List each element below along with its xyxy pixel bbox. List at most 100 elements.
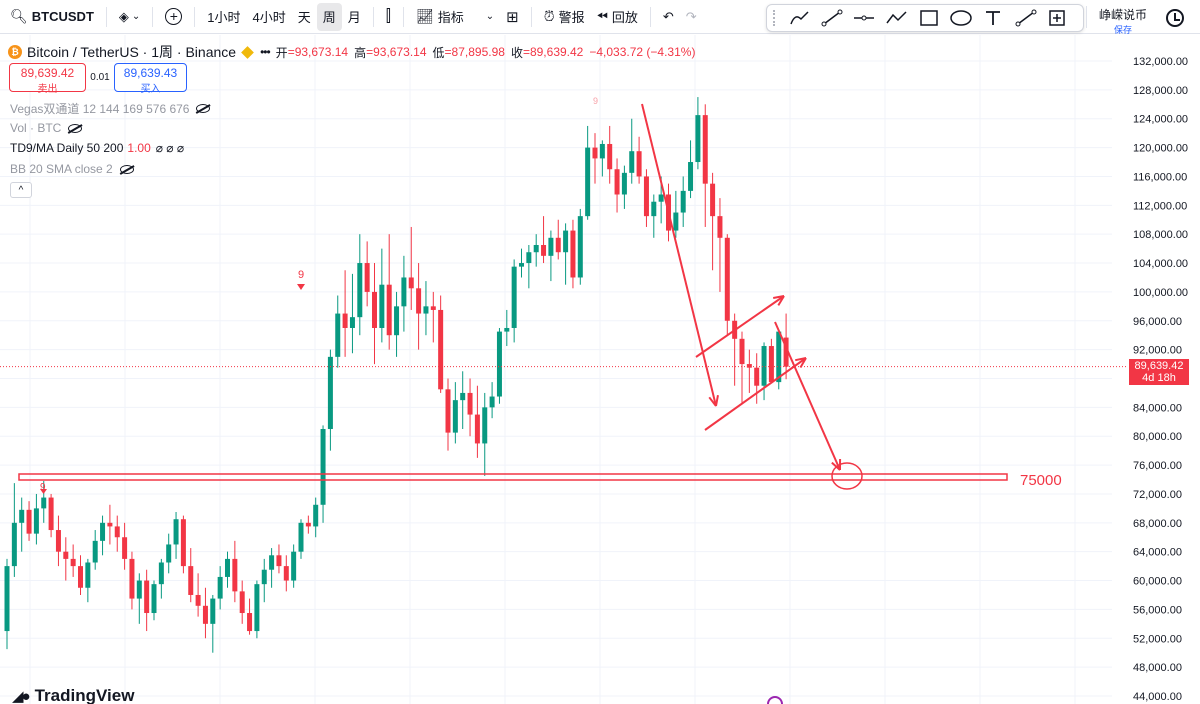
- candle-body: [379, 284, 385, 328]
- candle: [19, 497, 25, 552]
- channel-upper-arrow[interactable]: [695, 295, 785, 358]
- candle-body: [261, 569, 267, 585]
- price-chart[interactable]: 132,000.00 128,000.00 124,000.00 120,000.00…: [0, 35, 1200, 704]
- watchlist-dropdown[interactable]: ◈ ⌄: [113, 3, 146, 31]
- candle: [724, 234, 730, 336]
- chart-type-button[interactable]: ⫿: [380, 3, 397, 31]
- candle: [519, 248, 524, 278]
- interval-label: 周: [322, 10, 336, 25]
- candle-body: [577, 216, 583, 278]
- candle-body: [724, 237, 730, 321]
- candle-body: [210, 598, 216, 624]
- candle: [180, 515, 186, 574]
- candle: [202, 587, 208, 639]
- candle: [210, 594, 216, 653]
- candle: [394, 291, 400, 357]
- undo-button[interactable]: ↶: [657, 3, 680, 31]
- trend-line-tool[interactable]: [819, 6, 845, 30]
- ellipse-tool[interactable]: [948, 6, 974, 30]
- candle-body: [710, 183, 716, 217]
- price-tick-label: 112,000.00: [1133, 200, 1187, 212]
- candle-body: [342, 313, 348, 328]
- candle-body: [460, 392, 466, 401]
- brush-tool[interactable]: [787, 6, 813, 30]
- target-circle[interactable]: [831, 462, 863, 490]
- chart-grid: [0, 35, 1112, 704]
- candle-body: [78, 566, 83, 588]
- indicators-button[interactable]: 📈︎ 指标 ⌄: [410, 3, 500, 31]
- collapse-legend-button[interactable]: ^: [10, 182, 32, 198]
- candle-body: [695, 115, 701, 163]
- more-dots-icon[interactable]: •••: [260, 45, 271, 59]
- redo-button[interactable]: ↷: [680, 3, 703, 31]
- support-zone-rectangle[interactable]: [18, 473, 1008, 481]
- tradingview-logo[interactable]: ◢● TradingView: [12, 686, 134, 704]
- candle-body: [680, 190, 686, 213]
- rectangle-tool[interactable]: [916, 6, 942, 30]
- horizontal-line-tool[interactable]: [851, 6, 877, 30]
- buy-button[interactable]: 89,639.43 买入: [114, 63, 187, 95]
- candle-body: [357, 263, 363, 318]
- drag-handle[interactable]: [773, 10, 777, 26]
- measure-tool[interactable]: [1013, 6, 1039, 30]
- downtrend-arrow[interactable]: [641, 103, 717, 407]
- clock-icon[interactable]: [1166, 9, 1184, 27]
- interval-1d[interactable]: 天: [292, 3, 317, 31]
- candle-body: [474, 414, 480, 444]
- candle: [41, 480, 47, 523]
- candle: [195, 573, 201, 617]
- candle: [151, 580, 157, 621]
- candle-body: [607, 143, 613, 170]
- indicator-label: TD9/MA Daily 50 200: [10, 141, 124, 155]
- interval-4h[interactable]: 4小时: [247, 3, 292, 31]
- candle: [585, 125, 591, 220]
- eye-hidden-icon[interactable]: [68, 123, 83, 133]
- separator: [372, 6, 374, 27]
- interval-1m[interactable]: 月: [342, 3, 367, 31]
- candle-body: [445, 389, 451, 433]
- tradingview-mark-icon: ◢●: [12, 688, 31, 704]
- text-tool[interactable]: [980, 6, 1006, 30]
- eye-hidden-icon[interactable]: [119, 164, 134, 174]
- candle: [651, 194, 657, 238]
- event-badge-icon[interactable]: [767, 696, 783, 704]
- candle: [70, 544, 76, 577]
- channel-lower-arrow[interactable]: [704, 357, 807, 431]
- candle-body: [688, 162, 694, 191]
- zigzag-icon: [886, 11, 907, 24]
- diamond-icon: ◈: [118, 8, 129, 24]
- symbol-legend[interactable]: ₿ Bitcoin / TetherUS · 1周 · Binance ••• …: [8, 42, 701, 62]
- low-label: 低: [432, 45, 445, 60]
- open-value: =93,673.14: [287, 45, 349, 59]
- interval-1h[interactable]: 1小时: [201, 3, 246, 31]
- indicator-bollinger[interactable]: BB 20 SMA close 2: [10, 162, 134, 176]
- sell-button[interactable]: 89,639.42 卖出: [9, 63, 86, 95]
- candle: [460, 371, 466, 430]
- candle: [621, 165, 627, 209]
- price-tick-label: 120,000.00: [1133, 143, 1188, 155]
- replay-button[interactable]: ⏪︎ 回放: [591, 3, 644, 31]
- templates-button[interactable]: ⊞: [500, 3, 525, 31]
- td-flags: ⌀ ⌀ ⌀: [155, 141, 185, 155]
- candle: [33, 493, 39, 545]
- symbol-name: BTCUSDT: [31, 9, 94, 24]
- symbol-search[interactable]: 🔍︎ BTCUSDT: [4, 3, 100, 31]
- candle-body: [85, 562, 91, 588]
- indicator-volume[interactable]: Vol · BTC: [10, 121, 83, 135]
- eye-hidden-icon[interactable]: [196, 104, 211, 113]
- indicator-vegas[interactable]: Vegas双通道 12 144 169 576 676: [10, 100, 211, 117]
- ellipse-icon: [950, 10, 972, 26]
- layout-save-button[interactable]: 峥嵘说币 保存: [1092, 6, 1154, 36]
- save-label: 保存: [1113, 25, 1132, 35]
- candle-body: [173, 519, 179, 545]
- target-arrow[interactable]: [774, 321, 841, 471]
- more-tools[interactable]: [1045, 6, 1071, 30]
- candle-body: [166, 544, 172, 563]
- path-tool[interactable]: [884, 6, 910, 30]
- alert-button[interactable]: ⏰︎ 警报: [538, 3, 591, 31]
- profile-name: 峥嵘说币: [1098, 8, 1147, 22]
- compare-button[interactable]: +: [159, 3, 188, 31]
- interval-1w[interactable]: 周: [316, 2, 342, 31]
- user-drawings[interactable]: 9 9 9 75000: [18, 96, 1062, 494]
- indicator-td9[interactable]: TD9/MA Daily 50 200 1.00 ⌀ ⌀ ⌀: [10, 141, 184, 155]
